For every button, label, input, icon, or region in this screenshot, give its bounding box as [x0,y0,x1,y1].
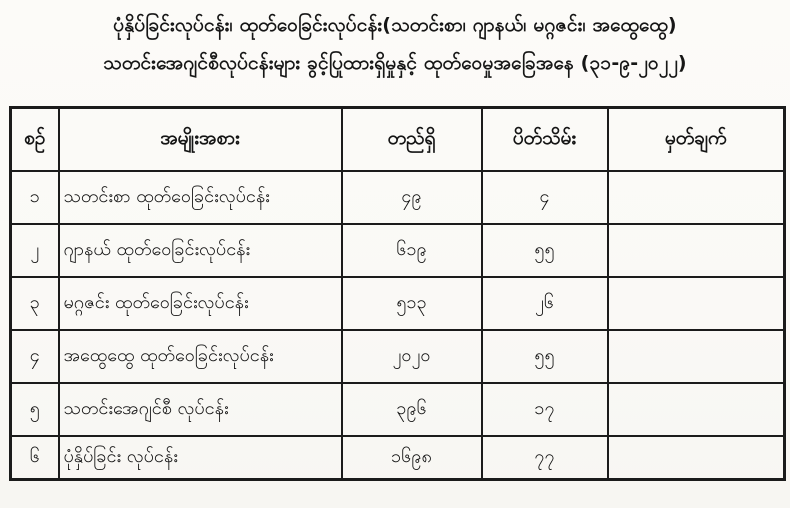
table-row: ၂ ဂျာနယ် ထုတ်ဝေခြင်းလုပ်ငန်း ၆၁၉ ၅၅ [9,223,786,278]
table-row: ၅ သတင်းအေဂျင်စီ လုပ်ငန်း ၃၉၆ ၁၇ [9,382,786,437]
header-remark: မှတ်ချက် [606,106,786,172]
cell-existing: ၆၁၉ [340,223,483,278]
cell-remark [606,223,786,278]
cell-existing: ၄၉ [340,170,483,225]
cell-existing: ၅၁၃ [340,276,483,331]
title-line-1: ပုံနှိပ်ခြင်းလုပ်ငန်း၊ ထုတ်ဝေခြင်းလုပ်ငန… [113,14,677,36]
cell-serial: ၆ [9,435,60,481]
header-closed: ပိတ်သိမ်း [480,106,609,172]
cell-closed: ၇၇ [480,435,609,481]
cell-closed: ၄ [480,170,609,225]
cell-closed: ၅၅ [480,329,609,384]
header-serial: စဉ် [9,106,60,172]
cell-serial: ၃ [9,276,60,331]
cell-closed: ၁၇ [480,382,609,437]
cell-remark [606,382,786,437]
cell-closed: ၅၅ [480,223,609,278]
cell-existing: ၃၉၆ [340,382,483,437]
cell-category: သတင်းအေဂျင်စီ လုပ်ငန်း [57,382,343,437]
cell-existing: ၂၀၂၀ [340,329,483,384]
cell-remark [606,435,786,481]
cell-serial: ၁ [9,170,60,225]
table-row: ၄ အထွေထွေ ထုတ်ဝေခြင်းလုပ်ငန်း ၂၀၂၀ ၅၅ [9,329,786,384]
cell-serial: ၅ [9,382,60,437]
cell-existing: ၁၆၉၈ [340,435,483,481]
header-category: အမျိုးအစား [57,106,343,172]
cell-remark [606,329,786,384]
cell-serial: ၂ [9,223,60,278]
cell-serial: ၄ [9,329,60,384]
cell-closed: ၂၆ [480,276,609,331]
cell-remark [606,276,786,331]
cell-remark [606,170,786,225]
cell-category: ပုံနှိပ်ခြင်း လုပ်ငန်း [57,435,343,481]
title-line-2: သတင်းအေဂျင်စီလုပ်ငန်းများ ခွင့်ပြုထားရှိ… [103,52,687,74]
cell-category: သတင်းစာ ထုတ်ဝေခြင်းလုပ်ငန်း [57,170,343,225]
table-row: ၁ သတင်းစာ ထုတ်ဝေခြင်းလုပ်ငန်း ၄၉ ၄ [9,170,786,225]
cell-category: မဂ္ဂဇင်း ထုတ်ဝေခြင်းလုပ်ငန်း [57,276,343,331]
header-existing: တည်ရှိ [340,106,483,172]
cell-category: ဂျာနယ် ထုတ်ဝေခြင်းလုပ်ငန်း [57,223,343,278]
publishing-statistics-table: စဉ် အမျိုးအစား တည်ရှိ ပိတ်သိမ်း မှတ်ချက်… [9,106,786,481]
document-title: ပုံနှိပ်ခြင်းလုပ်ငန်း၊ ထုတ်ဝေခြင်းလုပ်ငန… [0,6,790,82]
cell-category: အထွေထွေ ထုတ်ဝေခြင်းလုပ်ငန်း [57,329,343,384]
table-row: ၆ ပုံနှိပ်ခြင်း လုပ်ငန်း ၁၆၉၈ ၇၇ [9,435,786,481]
table-row: ၃ မဂ္ဂဇင်း ထုတ်ဝေခြင်းလုပ်ငန်း ၅၁၃ ၂၆ [9,276,786,331]
table-header-row: စဉ် အမျိုးအစား တည်ရှိ ပိတ်သိမ်း မှတ်ချက် [9,106,786,172]
